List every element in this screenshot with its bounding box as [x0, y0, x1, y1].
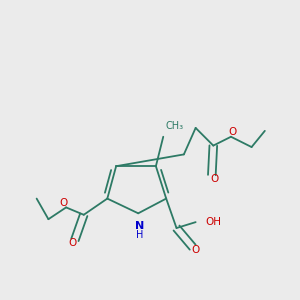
Text: O: O: [69, 238, 77, 248]
Text: H: H: [136, 230, 143, 240]
Text: N: N: [135, 221, 144, 231]
Text: OH: OH: [205, 217, 221, 226]
Text: O: O: [228, 127, 237, 137]
Text: CH₃: CH₃: [165, 122, 183, 131]
Text: O: O: [211, 174, 219, 184]
Text: O: O: [60, 198, 68, 208]
Text: O: O: [191, 244, 199, 254]
